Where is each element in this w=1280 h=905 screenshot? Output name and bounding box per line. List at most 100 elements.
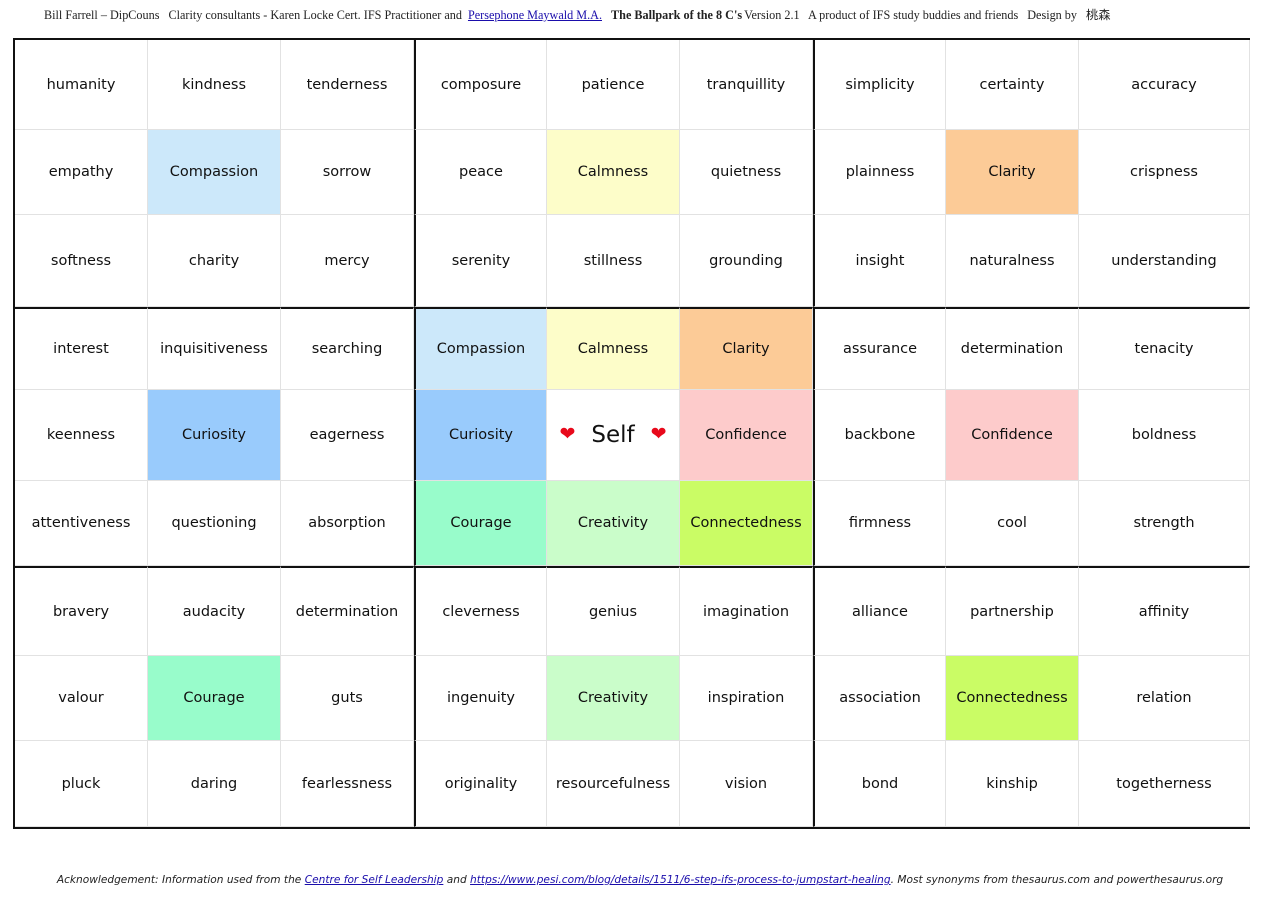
self-label: Self bbox=[591, 422, 635, 448]
synonym-cell: strength bbox=[1079, 481, 1250, 566]
synonym-cell: alliance bbox=[813, 566, 946, 656]
quality-cell-compassion: Compassion bbox=[148, 130, 281, 215]
synonym-cell: interest bbox=[15, 307, 148, 390]
synonym-cell: association bbox=[813, 656, 946, 741]
quality-cell-clarity: Clarity bbox=[946, 130, 1079, 215]
eight-cs-grid: humanity kindness tenderness composure patie… bbox=[13, 38, 1250, 829]
quality-cell-calmness: Calmness bbox=[547, 307, 680, 390]
quality-cell-confidence: Confidence bbox=[680, 390, 813, 481]
document-title: The Ballpark of the 8 C's bbox=[611, 8, 743, 22]
page-header: Bill Farrell – DipCouns Clarity consulta… bbox=[44, 7, 1274, 23]
synonym-cell: composure bbox=[414, 40, 547, 130]
synonym-cell: imagination bbox=[680, 566, 813, 656]
quality-cell-calmness: Calmness bbox=[547, 130, 680, 215]
quality-cell-confidence: Confidence bbox=[946, 390, 1079, 481]
synonym-cell: firmness bbox=[813, 481, 946, 566]
synonym-cell: inquisitiveness bbox=[148, 307, 281, 390]
quality-cell-compassion: Compassion bbox=[414, 307, 547, 390]
synonym-cell: determination bbox=[281, 566, 414, 656]
synonym-cell: boldness bbox=[1079, 390, 1250, 481]
self-center-cell: ❤ Self ❤ bbox=[547, 390, 680, 481]
synonym-cell: tenacity bbox=[1079, 307, 1250, 390]
quality-cell-courage: Courage bbox=[414, 481, 547, 566]
synonym-cell: absorption bbox=[281, 481, 414, 566]
quality-cell-curiosity: Curiosity bbox=[414, 390, 547, 481]
synonym-cell: mercy bbox=[281, 215, 414, 307]
author-text: Bill Farrell – DipCouns bbox=[44, 8, 160, 22]
synonym-cell: vision bbox=[680, 741, 813, 827]
synonym-cell: understanding bbox=[1079, 215, 1250, 307]
synonym-cell: stillness bbox=[547, 215, 680, 307]
synonym-cell: questioning bbox=[148, 481, 281, 566]
heart-icon: ❤ bbox=[650, 423, 667, 445]
synonym-cell: cool bbox=[946, 481, 1079, 566]
synonym-cell: searching bbox=[281, 307, 414, 390]
synonym-cell: eagerness bbox=[281, 390, 414, 481]
synonym-cell: peace bbox=[414, 130, 547, 215]
synonym-cell: plainness bbox=[813, 130, 946, 215]
synonym-cell: attentiveness bbox=[15, 481, 148, 566]
version-text: Version 2.1 bbox=[744, 8, 800, 22]
synonym-cell: certainty bbox=[946, 40, 1079, 130]
synonym-cell: humanity bbox=[15, 40, 148, 130]
synonym-cell: ingenuity bbox=[414, 656, 547, 741]
synonym-cell: inspiration bbox=[680, 656, 813, 741]
synonym-cell: daring bbox=[148, 741, 281, 827]
synonym-cell: kinship bbox=[946, 741, 1079, 827]
synonym-cell: relation bbox=[1079, 656, 1250, 741]
designer-name: 桃森 bbox=[1086, 8, 1111, 22]
synonym-cell: partnership bbox=[946, 566, 1079, 656]
quality-cell-creativity: Creativity bbox=[547, 656, 680, 741]
synonym-cell: accuracy bbox=[1079, 40, 1250, 130]
synonym-cell: simplicity bbox=[813, 40, 946, 130]
synonym-cell: genius bbox=[547, 566, 680, 656]
self-leadership-link[interactable]: Centre for Self Leadership bbox=[304, 874, 444, 886]
consultant-link[interactable]: Persephone Maywald M.A. bbox=[467, 8, 602, 22]
consultants-text: Clarity consultants - Karen Locke Cert. … bbox=[168, 8, 462, 22]
synonym-cell: affinity bbox=[1079, 566, 1250, 656]
synonym-cell: naturalness bbox=[946, 215, 1079, 307]
synonym-cell: valour bbox=[15, 656, 148, 741]
synonym-cell: softness bbox=[15, 215, 148, 307]
synonym-cell: grounding bbox=[680, 215, 813, 307]
synonym-cell: determination bbox=[946, 307, 1079, 390]
synonym-cell: sorrow bbox=[281, 130, 414, 215]
product-text: A product of IFS study buddies and frien… bbox=[807, 8, 1019, 22]
quality-cell-clarity: Clarity bbox=[680, 307, 813, 390]
design-by-text: Design by bbox=[1027, 8, 1077, 22]
pesi-link[interactable]: https://www.pesi.com/blog/details/1511/6… bbox=[470, 874, 891, 886]
synonym-cell: empathy bbox=[15, 130, 148, 215]
quality-cell-curiosity: Curiosity bbox=[148, 390, 281, 481]
synonym-cell: audacity bbox=[148, 566, 281, 656]
synonym-cell: togetherness bbox=[1079, 741, 1250, 827]
synonym-cell: quietness bbox=[680, 130, 813, 215]
synonym-cell: crispness bbox=[1079, 130, 1250, 215]
synonym-cell: resourcefulness bbox=[547, 741, 680, 827]
synonym-cell: cleverness bbox=[414, 566, 547, 656]
synonym-cell: patience bbox=[547, 40, 680, 130]
synonym-cell: tranquillity bbox=[680, 40, 813, 130]
synonym-cell: tenderness bbox=[281, 40, 414, 130]
synonym-cell: guts bbox=[281, 656, 414, 741]
footer-suffix: . Most synonyms from thesaurus.com and p… bbox=[890, 874, 1224, 886]
synonym-cell: kindness bbox=[148, 40, 281, 130]
quality-cell-connectedness: Connectedness bbox=[680, 481, 813, 566]
quality-cell-connectedness: Connectedness bbox=[946, 656, 1079, 741]
heart-icon: ❤ bbox=[559, 423, 576, 445]
acknowledgement-footer: Acknowledgement: Information used from t… bbox=[0, 874, 1280, 892]
synonym-cell: keenness bbox=[15, 390, 148, 481]
synonym-cell: bravery bbox=[15, 566, 148, 656]
synonym-cell: serenity bbox=[414, 215, 547, 307]
synonym-cell: charity bbox=[148, 215, 281, 307]
footer-prefix: Acknowledgement: Information used from t… bbox=[56, 874, 302, 886]
synonym-cell: backbone bbox=[813, 390, 946, 481]
quality-cell-creativity: Creativity bbox=[547, 481, 680, 566]
synonym-cell: pluck bbox=[15, 741, 148, 827]
quality-cell-courage: Courage bbox=[148, 656, 281, 741]
synonym-cell: originality bbox=[414, 741, 547, 827]
synonym-cell: fearlessness bbox=[281, 741, 414, 827]
footer-and: and bbox=[446, 874, 467, 886]
synonym-cell: insight bbox=[813, 215, 946, 307]
synonym-cell: assurance bbox=[813, 307, 946, 390]
synonym-cell: bond bbox=[813, 741, 946, 827]
